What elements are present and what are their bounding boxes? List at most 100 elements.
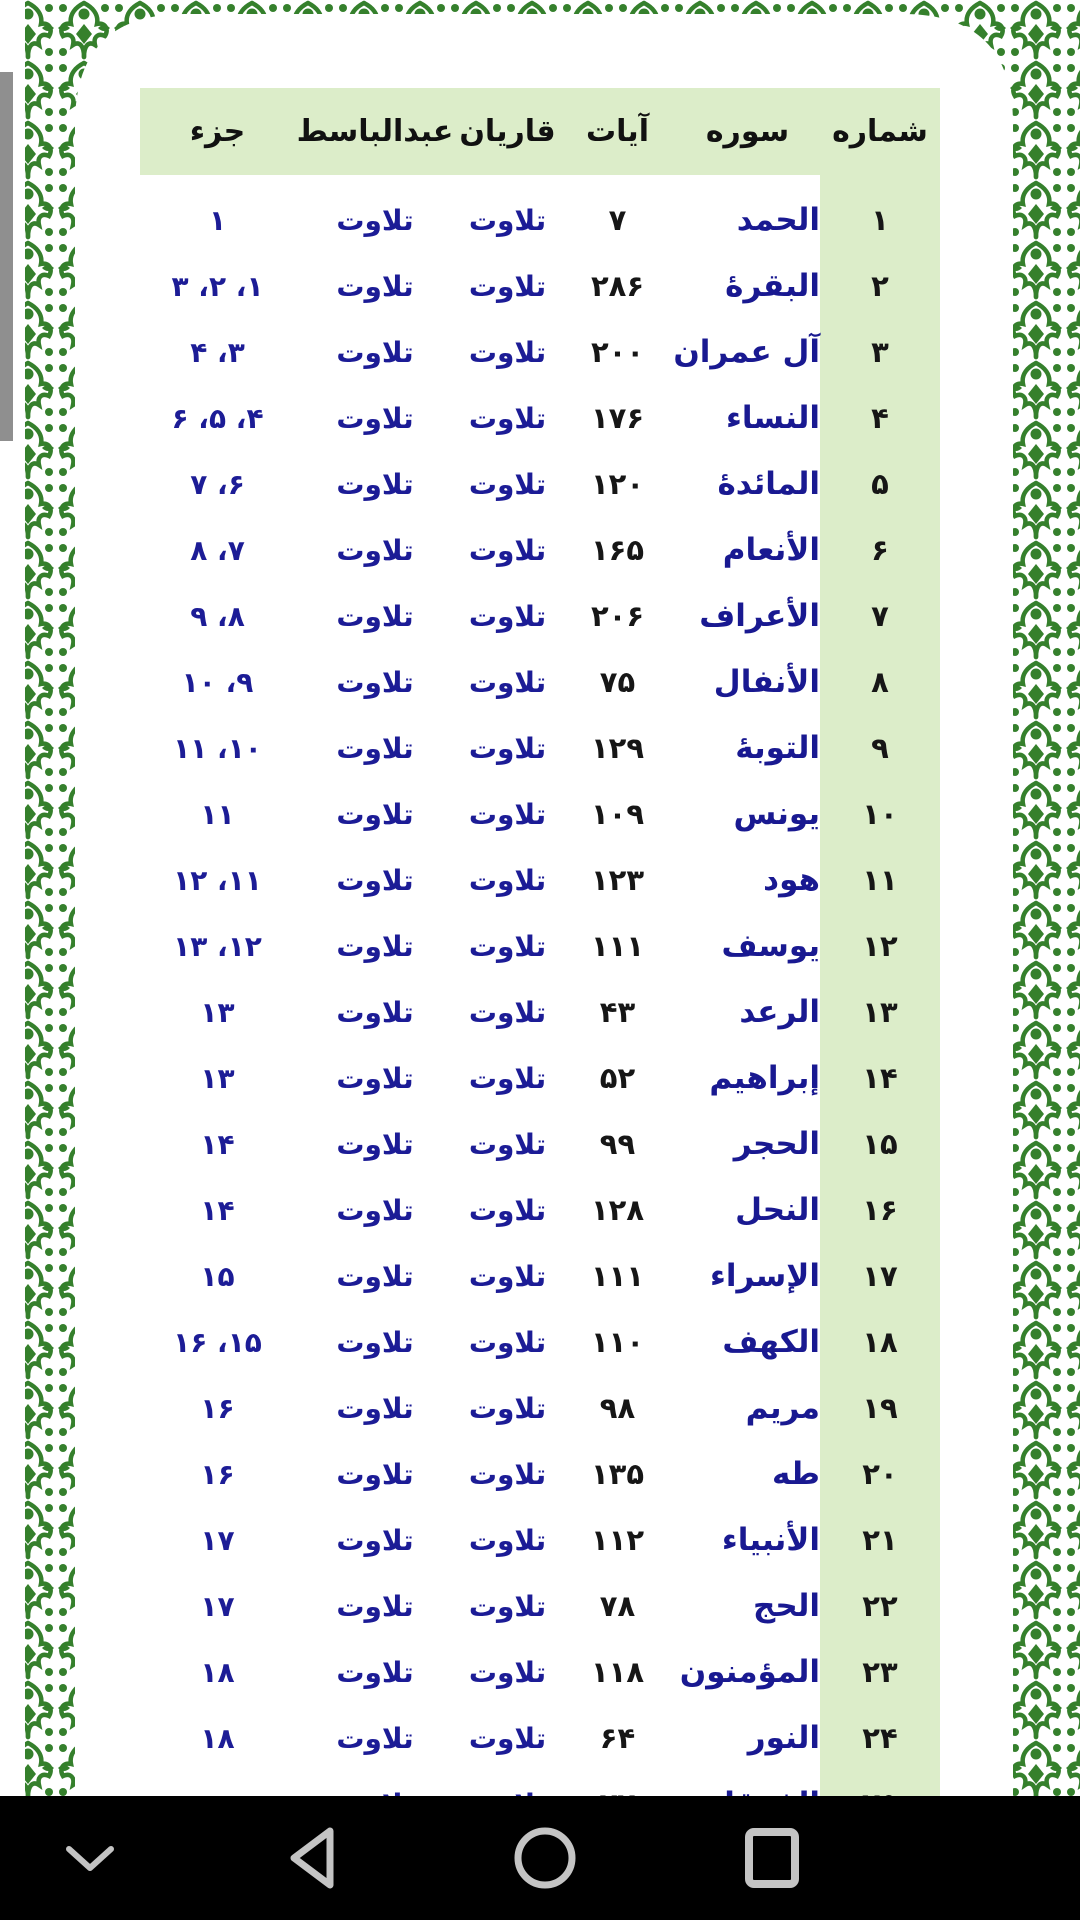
link-qarian-talavat[interactable]: تلاوت bbox=[468, 1127, 547, 1161]
link-abdulbasit-talavat[interactable]: تلاوت bbox=[336, 1127, 414, 1161]
header-qarian: قاریان bbox=[459, 114, 556, 149]
link-qarian-talavat[interactable]: تلاوت bbox=[468, 863, 547, 897]
link-abdulbasit-talavat[interactable]: تلاوت bbox=[336, 1193, 414, 1227]
cell-surah-number: ۲۳ bbox=[862, 1655, 898, 1689]
link-abdulbasit-talavat[interactable]: تلاوت bbox=[336, 1721, 414, 1755]
link-qarian-talavat[interactable]: تلاوت bbox=[455, 1788, 560, 1797]
table-row: ۱۵ الحجر ۹۹ تلاوت تلاوت ۱۴ bbox=[140, 1111, 940, 1177]
cell-ayat-count: ۱۲۳ bbox=[590, 863, 645, 897]
table-row: ۱۶ النحل ۱۲۸ تلاوت تلاوت ۱۴ bbox=[140, 1177, 940, 1243]
keyboard-collapse-icon[interactable] bbox=[48, 1796, 132, 1920]
table-row: ۱۱ هود ۱۲۳ تلاوت تلاوت ۱۱، ۱۲ bbox=[140, 847, 940, 913]
link-abdulbasit-talavat[interactable]: تلاوت bbox=[336, 731, 414, 765]
table-row: ۱۲ یوسف ۱۱۱ تلاوت تلاوت ۱۲، ۱۳ bbox=[140, 913, 940, 979]
header-surah: سوره bbox=[705, 114, 790, 149]
link-qarian-talavat[interactable]: تلاوت bbox=[468, 665, 547, 699]
cell-surah-number: ۲۱ bbox=[862, 1523, 898, 1557]
link-abdulbasit-talavat[interactable]: تلاوت bbox=[336, 1655, 414, 1689]
link-abdulbasit-talavat[interactable]: تلاوت bbox=[336, 1061, 414, 1095]
scrollbar-thumb[interactable] bbox=[0, 72, 13, 441]
link-abdulbasit-talavat[interactable]: تلاوت bbox=[336, 863, 414, 897]
link-abdulbasit-talavat[interactable]: تلاوت bbox=[336, 929, 414, 963]
link-abdulbasit-talavat[interactable]: تلاوت bbox=[336, 599, 414, 633]
cell-surah-number: ۲۰ bbox=[862, 1457, 898, 1491]
cell-surah-number: ۲۲ bbox=[862, 1589, 898, 1623]
cell-surah-number: ۱۴ bbox=[862, 1061, 898, 1095]
cell-juz: ۹، ۱۰ bbox=[181, 665, 254, 699]
back-icon[interactable] bbox=[270, 1796, 354, 1920]
header-number: شماره bbox=[832, 114, 928, 149]
link-qarian-talavat[interactable]: تلاوت bbox=[468, 797, 547, 831]
table-row: ۹ التوبۀ ۱۲۹ تلاوت تلاوت ۱۰، ۱۱ bbox=[140, 715, 940, 781]
home-icon[interactable] bbox=[503, 1796, 587, 1920]
link-abdulbasit-talavat[interactable]: تلاوت bbox=[336, 467, 414, 501]
cell-juz: ۱۸ bbox=[200, 1721, 235, 1755]
link-qarian-talavat[interactable]: تلاوت bbox=[468, 1655, 547, 1689]
link-qarian-talavat[interactable]: تلاوت bbox=[468, 1259, 547, 1293]
link-abdulbasit-talavat[interactable]: تلاوت bbox=[336, 533, 414, 567]
table-row: ۱۴ إبراهیم ۵۲ تلاوت تلاوت ۱۳ bbox=[140, 1045, 940, 1111]
link-qarian-talavat[interactable]: تلاوت bbox=[468, 467, 547, 501]
cell-surah-number: ۵ bbox=[871, 467, 889, 501]
cell-surah-number: ۳ bbox=[871, 335, 889, 369]
cell-juz: ۱۱ bbox=[200, 797, 235, 831]
cell-surah-name: الکهف bbox=[722, 1324, 820, 1360]
cell-ayat-count: ۱۰۹ bbox=[590, 797, 645, 831]
link-qarian-talavat[interactable]: تلاوت bbox=[468, 1391, 547, 1425]
link-qarian-talavat[interactable]: تلاوت bbox=[468, 269, 547, 303]
cell-ayat-count: ۷۸ bbox=[599, 1589, 636, 1623]
link-abdulbasit-talavat[interactable]: تلاوت bbox=[336, 203, 414, 237]
table-row: ۱۳ الرعد ۴۳ تلاوت تلاوت ۱۳ bbox=[140, 979, 940, 1045]
link-qarian-talavat[interactable]: تلاوت bbox=[468, 1457, 547, 1491]
link-qarian-talavat[interactable]: تلاوت bbox=[468, 995, 547, 1029]
header-abdulbasit: عبدالباسط bbox=[296, 114, 454, 149]
link-abdulbasit-talavat[interactable]: تلاوت bbox=[336, 401, 414, 435]
cell-surah-name: الرعد bbox=[739, 994, 820, 1030]
link-abdulbasit-talavat[interactable]: تلاوت bbox=[336, 797, 414, 831]
cell-juz: ۱۶ bbox=[200, 1457, 235, 1491]
link-abdulbasit-talavat[interactable]: تلاوت bbox=[336, 665, 414, 699]
cell-juz: ۱۳ bbox=[200, 1061, 235, 1095]
cell-ayat-count: ۱۷۶ bbox=[590, 401, 645, 435]
link-abdulbasit-talavat[interactable]: تلاوت bbox=[295, 1788, 455, 1797]
cell-surah-number: ۹ bbox=[871, 731, 889, 765]
link-abdulbasit-talavat[interactable]: تلاوت bbox=[336, 995, 414, 1029]
link-abdulbasit-talavat[interactable]: تلاوت bbox=[336, 269, 414, 303]
cell-surah-number: ۱۶ bbox=[862, 1193, 898, 1227]
cell-ayat-count: ۹۹ bbox=[599, 1127, 636, 1161]
cell-juz: ۱۵، ۱۶ bbox=[173, 1325, 262, 1359]
link-qarian-talavat[interactable]: تلاوت bbox=[468, 1523, 547, 1557]
cell-surah-name: الأنعام bbox=[722, 532, 820, 568]
cell-juz: ۱۲، ۱۳ bbox=[173, 929, 262, 963]
link-qarian-talavat[interactable]: تلاوت bbox=[468, 599, 547, 633]
link-qarian-talavat[interactable]: تلاوت bbox=[468, 929, 547, 963]
link-qarian-talavat[interactable]: تلاوت bbox=[468, 401, 547, 435]
link-abdulbasit-talavat[interactable]: تلاوت bbox=[336, 1325, 414, 1359]
cell-surah-number: ۲۵ bbox=[820, 1787, 940, 1796]
cell-juz: ۸، ۹ bbox=[190, 599, 245, 633]
link-qarian-talavat[interactable]: تلاوت bbox=[468, 335, 547, 369]
link-qarian-talavat[interactable]: تلاوت bbox=[468, 1061, 547, 1095]
recents-icon[interactable] bbox=[730, 1796, 814, 1920]
link-qarian-talavat[interactable]: تلاوت bbox=[468, 731, 547, 765]
link-abdulbasit-talavat[interactable]: تلاوت bbox=[336, 1259, 414, 1293]
table-row: ۲۱ الأنبیاء ۱۱۲ تلاوت تلاوت ۱۷ bbox=[140, 1507, 940, 1573]
table-row: ۱۸ الکهف ۱۱۰ تلاوت تلاوت ۱۵، ۱۶ bbox=[140, 1309, 940, 1375]
cell-ayat-count: ۲۰۰ bbox=[590, 335, 645, 369]
link-qarian-talavat[interactable]: تلاوت bbox=[468, 1589, 547, 1623]
table-row: ۲۵ الفرقان ۷۷ تلاوت تلاوت ۱۸، ۱۹ bbox=[140, 1771, 940, 1796]
link-qarian-talavat[interactable]: تلاوت bbox=[468, 1721, 547, 1755]
link-abdulbasit-talavat[interactable]: تلاوت bbox=[336, 335, 414, 369]
link-qarian-talavat[interactable]: تلاوت bbox=[468, 533, 547, 567]
link-abdulbasit-talavat[interactable]: تلاوت bbox=[336, 1589, 414, 1623]
cell-ayat-count: ۱۲۸ bbox=[590, 1193, 645, 1227]
link-abdulbasit-talavat[interactable]: تلاوت bbox=[336, 1457, 414, 1491]
link-abdulbasit-talavat[interactable]: تلاوت bbox=[336, 1523, 414, 1557]
link-qarian-talavat[interactable]: تلاوت bbox=[468, 1193, 547, 1227]
link-qarian-talavat[interactable]: تلاوت bbox=[468, 1325, 547, 1359]
cell-ayat-count: ۲۸۶ bbox=[590, 269, 645, 303]
link-qarian-talavat[interactable]: تلاوت bbox=[468, 203, 547, 237]
link-abdulbasit-talavat[interactable]: تلاوت bbox=[336, 1391, 414, 1425]
cell-ayat-count: ۱۳۵ bbox=[590, 1457, 645, 1491]
table-row: ۱۰ یونس ۱۰۹ تلاوت تلاوت ۱۱ bbox=[140, 781, 940, 847]
